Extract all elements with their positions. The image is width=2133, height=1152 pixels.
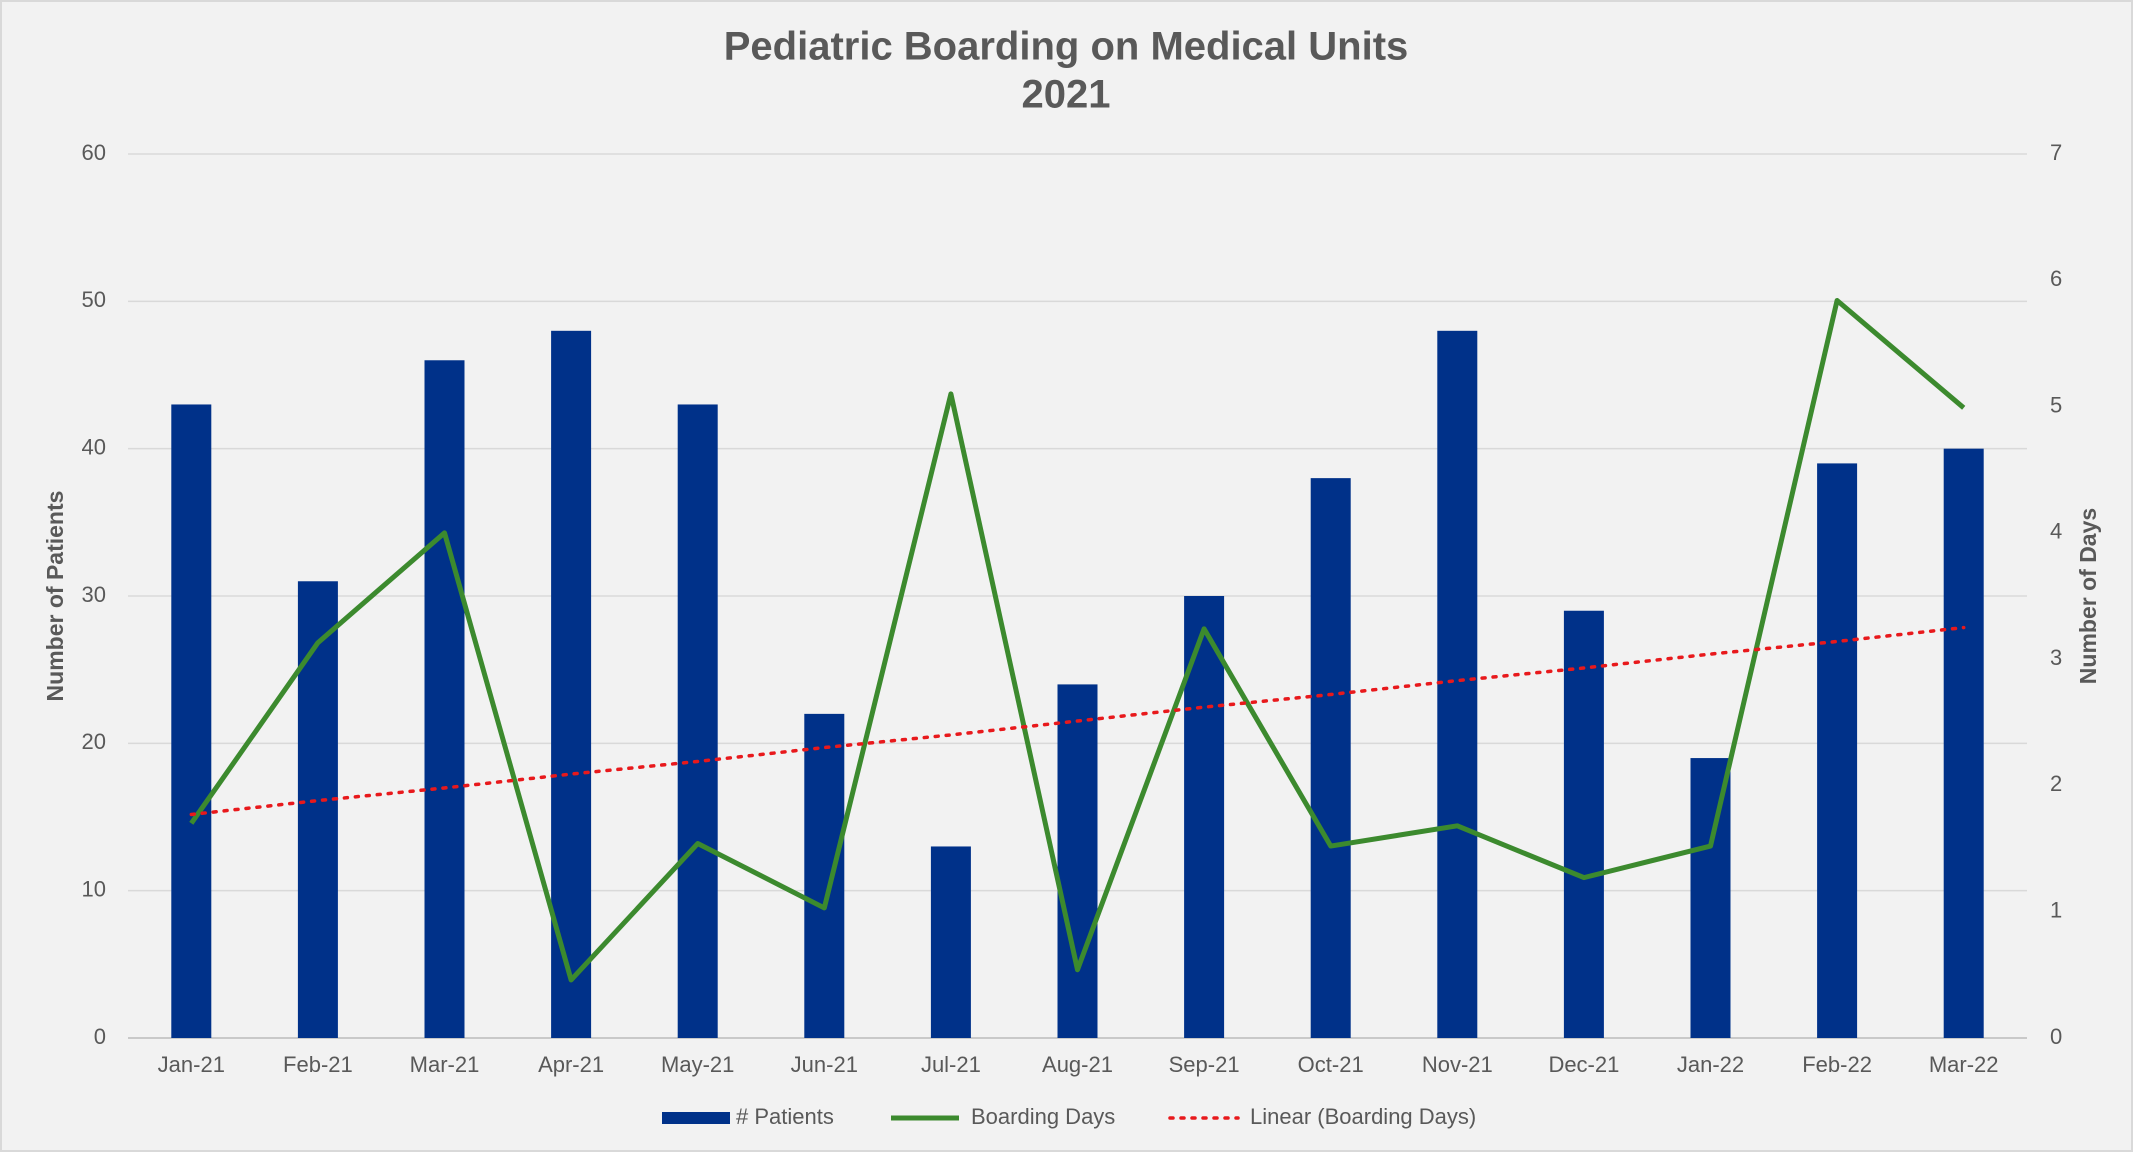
y-tick-label: 50: [82, 287, 106, 312]
x-tick-label: Feb-21: [283, 1052, 353, 1077]
bar: [930, 846, 971, 1038]
legend-label: # Patients: [736, 1104, 834, 1129]
y-tick-label: 60: [82, 140, 106, 165]
y2-tick-label: 5: [2050, 392, 2062, 417]
y-tick-label: 40: [82, 434, 106, 459]
y2-tick-label: 2: [2050, 771, 2062, 796]
bar: [1817, 463, 1858, 1038]
bar: [1690, 758, 1731, 1038]
x-tick-label: Jun-21: [791, 1052, 858, 1077]
x-tick-label: Jul-21: [921, 1052, 981, 1077]
bar: [1943, 448, 1984, 1039]
chart-subtitle: 2021: [1022, 73, 1111, 117]
bar: [804, 713, 845, 1038]
y2-tick-label: 6: [2050, 266, 2062, 291]
y2-tick-label: 0: [2050, 1024, 2062, 1049]
y2-tick-label: 7: [2050, 140, 2062, 165]
line: [189, 297, 1966, 983]
bar: [1310, 478, 1351, 1039]
bar: [551, 330, 592, 1038]
y2-axis-title: Number of Days: [2075, 508, 2101, 684]
x-tick-label: Jan-22: [1677, 1052, 1744, 1077]
x-tick-label: Dec-21: [1548, 1052, 1619, 1077]
legend-label: Linear (Boarding Days): [1250, 1104, 1476, 1129]
bar: [297, 581, 338, 1038]
y-tick-label: 0: [94, 1024, 106, 1049]
bar: [1563, 610, 1604, 1038]
y-tick-label: 10: [82, 876, 106, 901]
bar: [677, 404, 718, 1038]
x-tick-label: Aug-21: [1042, 1052, 1113, 1077]
y2-tick-label: 3: [2050, 645, 2062, 670]
y-tick-label: 30: [82, 582, 106, 607]
trend-line: [189, 625, 1966, 817]
y2-tick-label: 1: [2050, 898, 2062, 923]
chart-title: Pediatric Boarding on Medical Units: [724, 25, 1409, 69]
x-tick-label: Mar-22: [1929, 1052, 1999, 1077]
x-tick-label: Jan-21: [158, 1052, 225, 1077]
y-tick-label: 20: [82, 729, 106, 754]
x-tick-label: Mar-21: [410, 1052, 480, 1077]
bar: [1057, 684, 1098, 1038]
x-tick-label: Nov-21: [1422, 1052, 1493, 1077]
bar: [1437, 330, 1478, 1038]
x-tick-label: Apr-21: [538, 1052, 604, 1077]
bar: [171, 404, 212, 1038]
x-tick-label: Feb-22: [1802, 1052, 1872, 1077]
bar: [424, 360, 465, 1038]
x-tick-label: May-21: [661, 1052, 734, 1077]
legend-label: Boarding Days: [971, 1104, 1115, 1129]
y-axis-title: Number of Patients: [42, 491, 68, 702]
x-tick-label: Oct-21: [1298, 1052, 1364, 1077]
y2-tick-label: 4: [2050, 519, 2062, 544]
legend-swatch: [662, 1112, 730, 1124]
x-tick-label: Sep-21: [1169, 1052, 1240, 1077]
